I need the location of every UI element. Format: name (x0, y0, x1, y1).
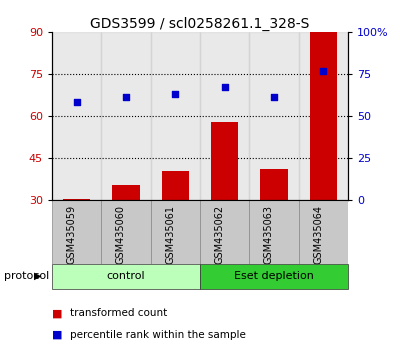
Text: GSM435062: GSM435062 (215, 205, 225, 264)
Bar (52, 32, 101, 200)
Point (172, 91, 178, 97)
Bar (101, 32, 151, 200)
Text: Eset depletion: Eset depletion (234, 271, 314, 281)
Text: control: control (107, 271, 145, 281)
Bar (299, 200, 348, 264)
Bar (211, 121, 238, 200)
Bar (249, 32, 299, 200)
Text: ▶: ▶ (34, 271, 42, 281)
Bar (101, 200, 151, 264)
Text: GSM435060: GSM435060 (116, 205, 126, 264)
Text: protocol: protocol (4, 271, 49, 281)
Bar (200, 32, 249, 200)
Text: GSM435064: GSM435064 (313, 205, 323, 264)
Text: ■: ■ (52, 308, 62, 318)
Text: GSM435063: GSM435063 (264, 205, 274, 264)
Bar (52, 264, 200, 289)
Text: GSM435061: GSM435061 (165, 205, 175, 264)
Bar (112, 184, 140, 200)
Bar (162, 171, 189, 200)
Point (123, 94, 129, 99)
Bar (63, 199, 90, 200)
Bar (200, 264, 348, 289)
Bar (151, 200, 200, 264)
Text: ■: ■ (52, 330, 62, 339)
Point (74, 100, 80, 105)
Bar (52, 200, 101, 264)
Bar (249, 200, 299, 264)
Point (320, 69, 326, 74)
Text: transformed count: transformed count (70, 308, 167, 318)
Text: percentile rank within the sample: percentile rank within the sample (70, 330, 246, 339)
Point (222, 84, 228, 89)
Bar (151, 32, 200, 200)
Title: GDS3599 / scl0258261.1_328-S: GDS3599 / scl0258261.1_328-S (90, 17, 310, 31)
Bar (200, 200, 249, 264)
Bar (299, 32, 348, 200)
Text: GSM435059: GSM435059 (67, 205, 77, 264)
Bar (310, 32, 337, 200)
Point (271, 94, 277, 99)
Bar (260, 169, 288, 200)
